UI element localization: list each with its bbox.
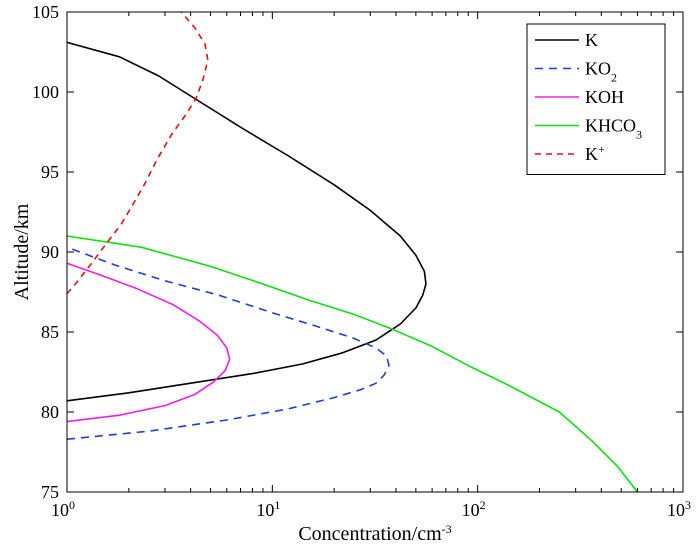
legend-box xyxy=(526,23,666,175)
legend-label-koh: KOH xyxy=(585,87,624,107)
series-line-ko2 xyxy=(66,246,390,440)
axis-layer: 75 80 85 90 95 100 105 100 101 102 103 xyxy=(32,2,691,520)
series-line-k- xyxy=(66,11,209,295)
x-tick-label-1000: 103 xyxy=(667,498,691,520)
legend-label-k: K xyxy=(585,30,598,50)
y-tick-label-105: 105 xyxy=(32,2,59,22)
y-tick-label-80: 80 xyxy=(41,402,59,422)
x-tick-label-1: 100 xyxy=(51,498,75,520)
series-line-khco3 xyxy=(66,235,639,493)
y-tick-label-85: 85 xyxy=(41,322,59,342)
series-layer xyxy=(66,11,639,493)
series-line-koh xyxy=(66,262,231,423)
legend-label-k-: K+ xyxy=(585,142,605,164)
x-tick-label-10: 101 xyxy=(256,498,280,520)
y-tick-label-75: 75 xyxy=(41,482,59,502)
legend-label-khco3: KHCO3 xyxy=(585,116,642,142)
legend-label-ko2: KO2 xyxy=(585,59,617,85)
y-axis-label: Altitude/km xyxy=(11,203,33,300)
y-tick-label-100: 100 xyxy=(32,82,59,102)
y-tick-label-95: 95 xyxy=(41,162,59,182)
x-tick-label-100: 102 xyxy=(462,498,486,520)
series-line-k xyxy=(66,41,427,402)
x-axis-label: Concentration/cm-3 xyxy=(298,522,451,545)
y-tick-label-90: 90 xyxy=(41,242,59,262)
